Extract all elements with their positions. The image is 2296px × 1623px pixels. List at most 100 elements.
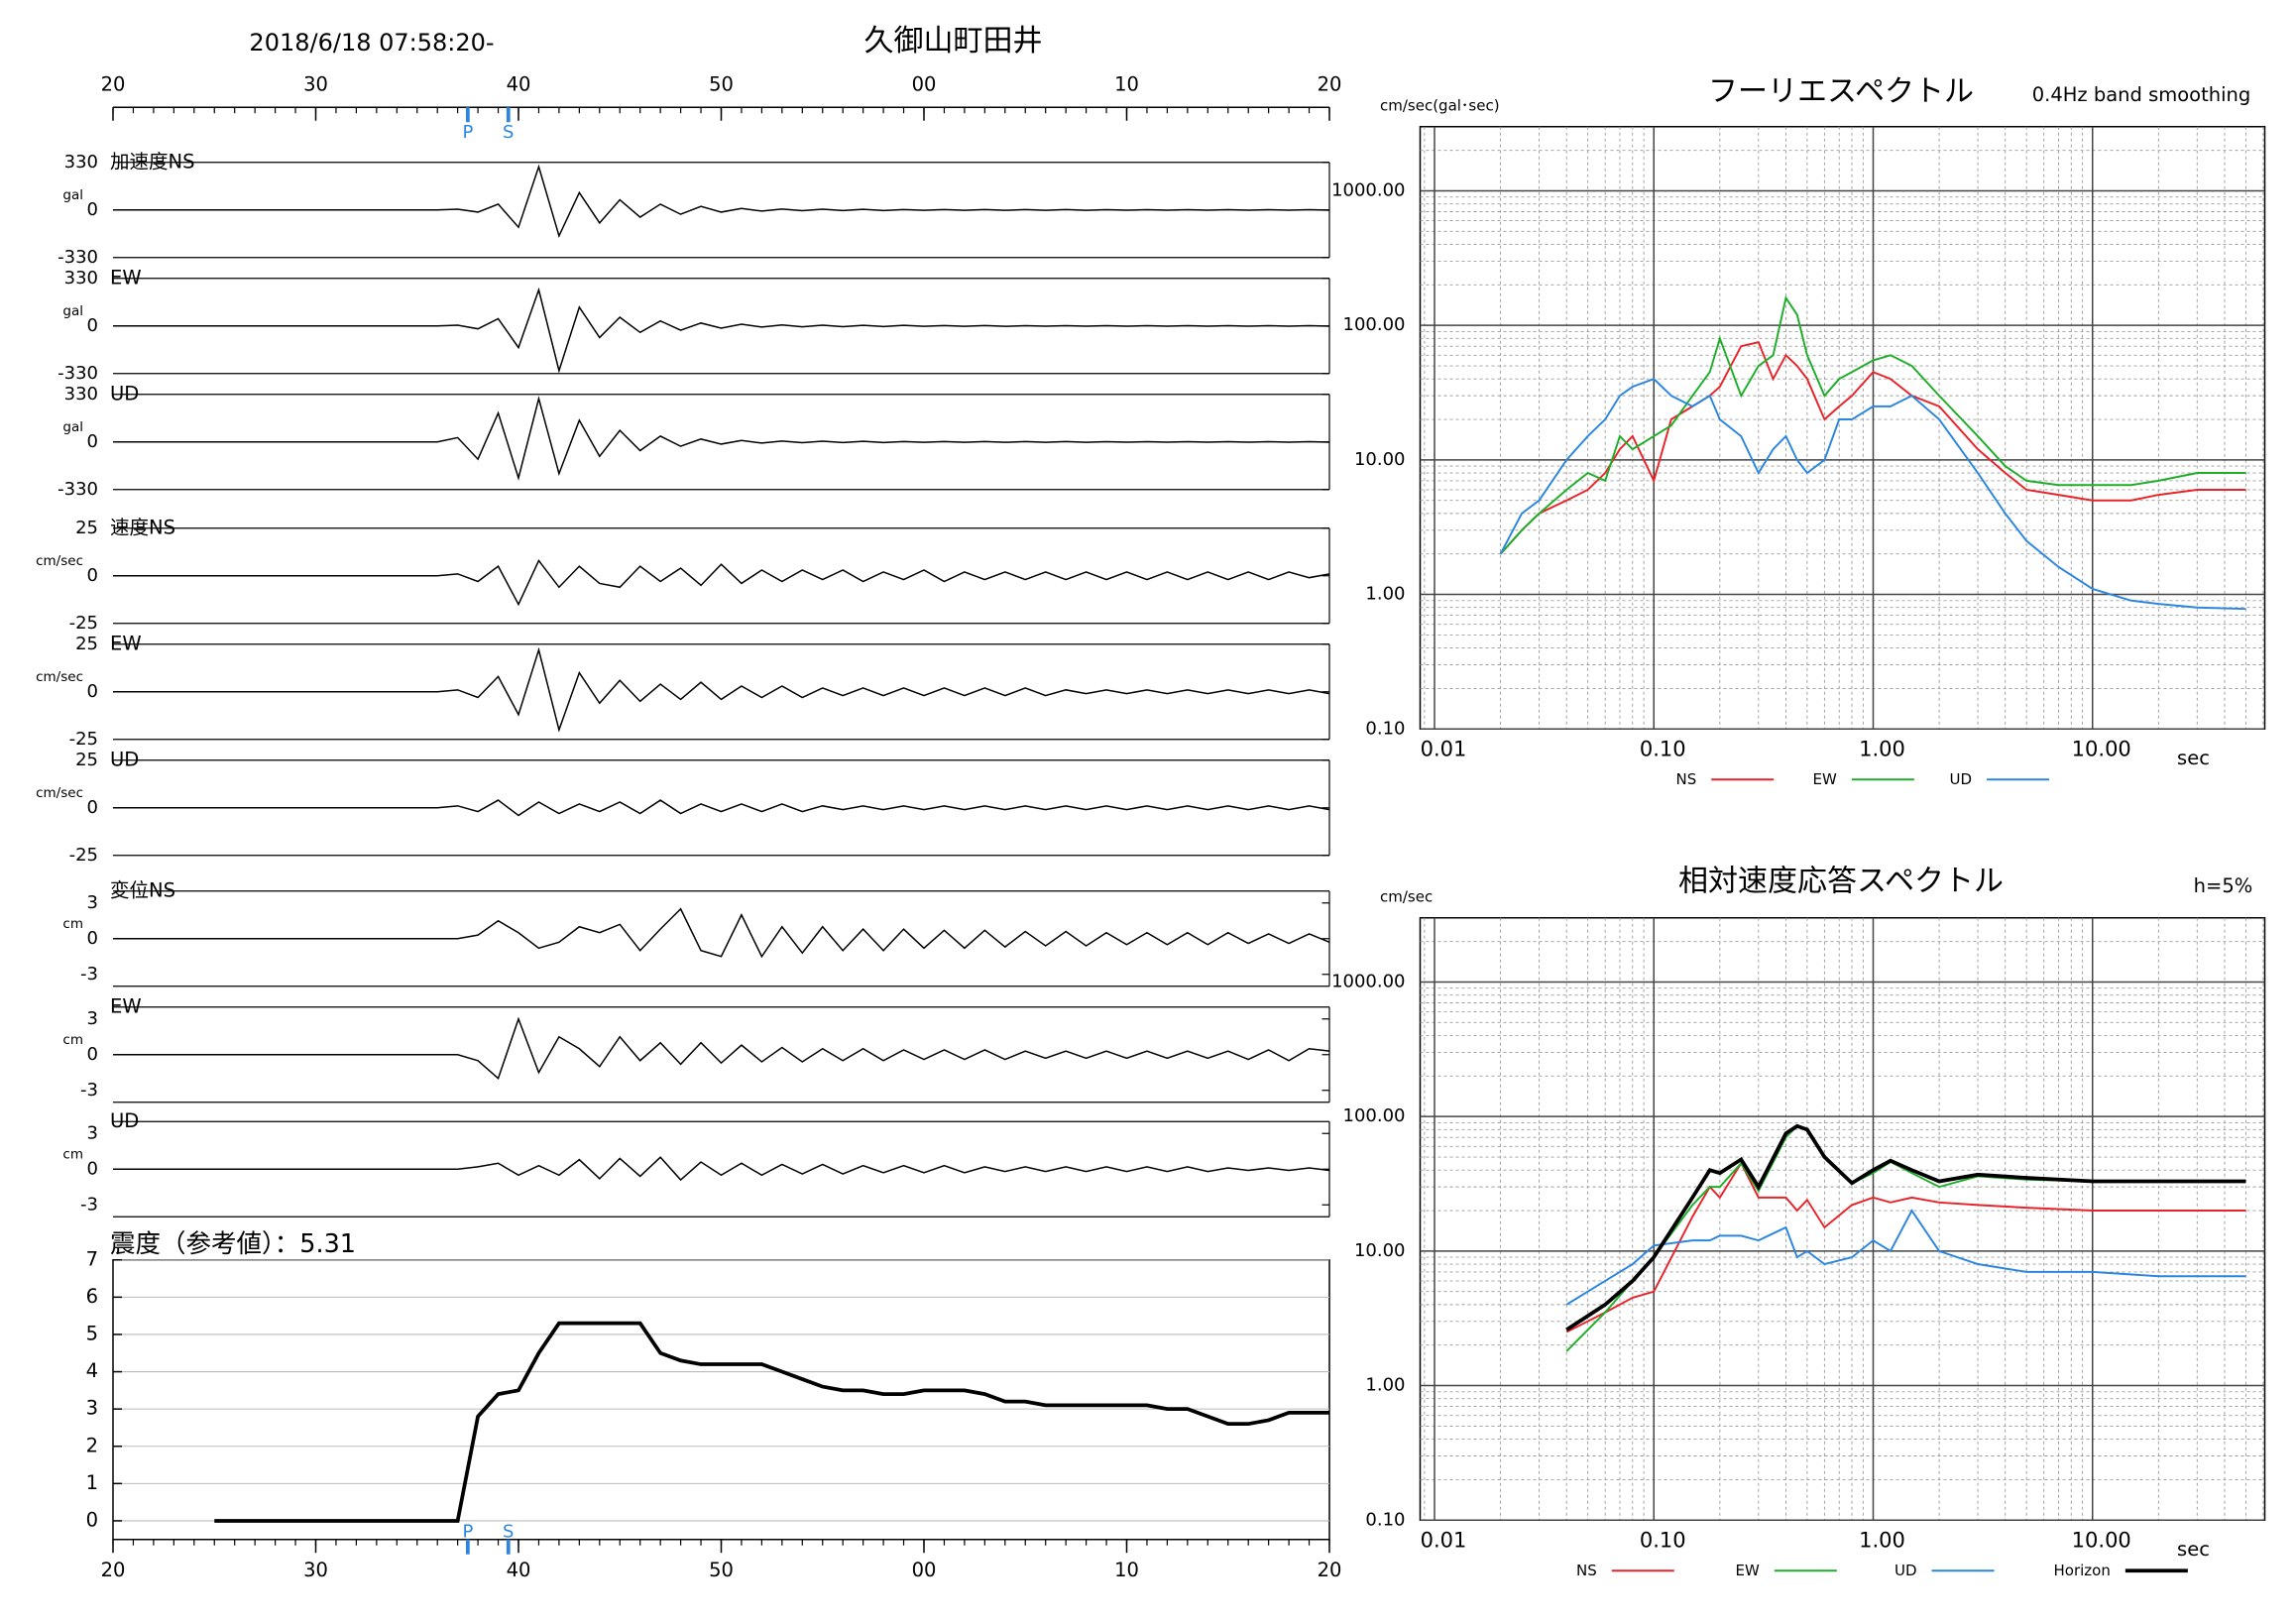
trace-unit: cm/sec <box>36 669 83 685</box>
y-tick-label: 100.00 <box>1343 1105 1406 1126</box>
y-tick-label: 0.10 <box>1365 1509 1405 1530</box>
plot-frame <box>1419 917 2266 1521</box>
x-tick-label: 10 <box>1114 72 1139 95</box>
waveform <box>113 287 1330 374</box>
y-tick-label: 3 <box>87 1008 98 1029</box>
spectrum-line <box>1499 378 2246 611</box>
waveform <box>113 799 1330 817</box>
y-tick-label: 0 <box>87 431 98 452</box>
y-tick-label: -330 <box>57 363 98 384</box>
x-tick-label: 10.00 <box>2072 1528 2131 1552</box>
y-tick-label: 330 <box>64 384 98 405</box>
response-title: 相対速度応答スペクトル <box>1678 864 2004 898</box>
x-tick-label: 20 <box>101 1559 126 1581</box>
legend-label: NS <box>1576 1562 1597 1579</box>
y-tick-label: 3 <box>86 1397 98 1420</box>
x-tick-label: 00 <box>912 1559 937 1581</box>
fourier-title: フーリエスペクトル <box>1708 74 1974 109</box>
spectrum-line <box>1499 295 2246 555</box>
y-tick-label: 100.00 <box>1343 314 1406 335</box>
waveform <box>113 646 1330 733</box>
x-tick-label: 30 <box>303 1559 328 1581</box>
y-tick-label: 0 <box>87 1044 98 1065</box>
intensity-line <box>214 1321 1329 1523</box>
legend-label: EW <box>1736 1562 1760 1579</box>
y-tick-label: 10.00 <box>1354 1240 1406 1261</box>
y-tick-label: 0 <box>87 681 98 702</box>
trace-name: UD <box>110 748 139 770</box>
x-tick-label: 10 <box>1114 1559 1139 1581</box>
y-tick-label: 330 <box>64 152 98 173</box>
y-tick-label: 0 <box>87 315 98 336</box>
waveform <box>113 907 1330 959</box>
trace-unit: cm <box>62 1146 83 1162</box>
waveform <box>113 164 1330 239</box>
fourier-x-label: sec <box>2177 747 2210 769</box>
trace-unit: cm/sec <box>36 553 83 569</box>
x-tick-label: 20 <box>101 72 126 95</box>
spectrum-line <box>1565 1124 2246 1352</box>
response-x-label: sec <box>2177 1538 2210 1561</box>
spectrum-line <box>1565 1161 2246 1333</box>
fourier-y-label: cm/sec(gal･sec) <box>1380 96 1500 114</box>
y-tick-label: 3 <box>87 892 98 913</box>
spectrum-line <box>1499 340 2246 555</box>
phase-label: S <box>503 122 514 143</box>
y-tick-label: 3 <box>87 1122 98 1143</box>
y-tick-label: -3 <box>80 1080 98 1101</box>
trace-name: EW <box>110 266 142 289</box>
y-tick-label: 5 <box>86 1322 98 1344</box>
x-tick-label: 10.00 <box>2072 737 2131 760</box>
y-tick-label: 7 <box>86 1247 98 1270</box>
y-tick-label: -330 <box>57 479 98 500</box>
trace-unit: cm/sec <box>36 785 83 801</box>
y-tick-label: 2 <box>86 1434 98 1456</box>
phase-label: P <box>462 122 473 143</box>
fourier-subtitle: 0.4Hz band smoothing <box>2032 83 2251 106</box>
x-tick-label: 30 <box>303 72 328 95</box>
trace-unit: gal <box>62 187 83 203</box>
y-tick-label: 0.10 <box>1365 718 1405 739</box>
y-tick-label: 25 <box>75 750 98 770</box>
x-tick-label: 50 <box>709 1559 734 1581</box>
y-tick-label: 1000.00 <box>1331 971 1405 991</box>
x-tick-label: 40 <box>507 1559 531 1581</box>
response-y-label: cm/sec <box>1380 887 1433 905</box>
y-tick-label: 10.00 <box>1354 449 1406 470</box>
x-tick-label: 0.10 <box>1640 737 1686 760</box>
y-tick-label: 6 <box>86 1285 98 1308</box>
y-tick-label: 1 <box>86 1471 98 1494</box>
y-tick-label: 4 <box>86 1359 98 1382</box>
phase-label: S <box>503 1521 514 1542</box>
y-tick-label: 25 <box>75 518 98 538</box>
y-tick-label: 0 <box>87 1158 98 1179</box>
trace-unit: cm <box>62 916 83 932</box>
trace-unit: gal <box>62 419 83 435</box>
x-tick-label: 0.01 <box>1421 737 1467 760</box>
y-tick-label: 330 <box>64 268 98 289</box>
x-tick-label: 40 <box>507 72 531 95</box>
x-tick-label: 50 <box>709 72 734 95</box>
y-tick-label: -3 <box>80 964 98 985</box>
spectrum-line <box>1565 1123 2246 1332</box>
waveform <box>113 396 1330 481</box>
trace-name: 加速度NS <box>110 150 194 173</box>
trace-name: EW <box>110 994 142 1017</box>
trace-name: UD <box>110 1109 139 1132</box>
legend-label: UD <box>1894 1562 1917 1579</box>
x-tick-label: 0.01 <box>1421 1528 1467 1552</box>
x-tick-label: 1.00 <box>1859 1528 1905 1552</box>
trace-unit: gal <box>62 303 83 319</box>
plot-frame <box>112 1259 1330 1541</box>
y-tick-label: 0 <box>87 797 98 818</box>
x-tick-label: 0.10 <box>1640 1528 1686 1552</box>
response-subtitle: h=5% <box>2194 874 2253 897</box>
x-tick-label: 20 <box>1318 72 1342 95</box>
trace-name: UD <box>110 382 139 405</box>
spectrum-line <box>1565 1209 2246 1306</box>
y-tick-label: 0 <box>87 199 98 220</box>
legend-label: NS <box>1676 770 1697 788</box>
trace-name: EW <box>110 632 142 654</box>
y-tick-label: 1000.00 <box>1331 179 1405 200</box>
